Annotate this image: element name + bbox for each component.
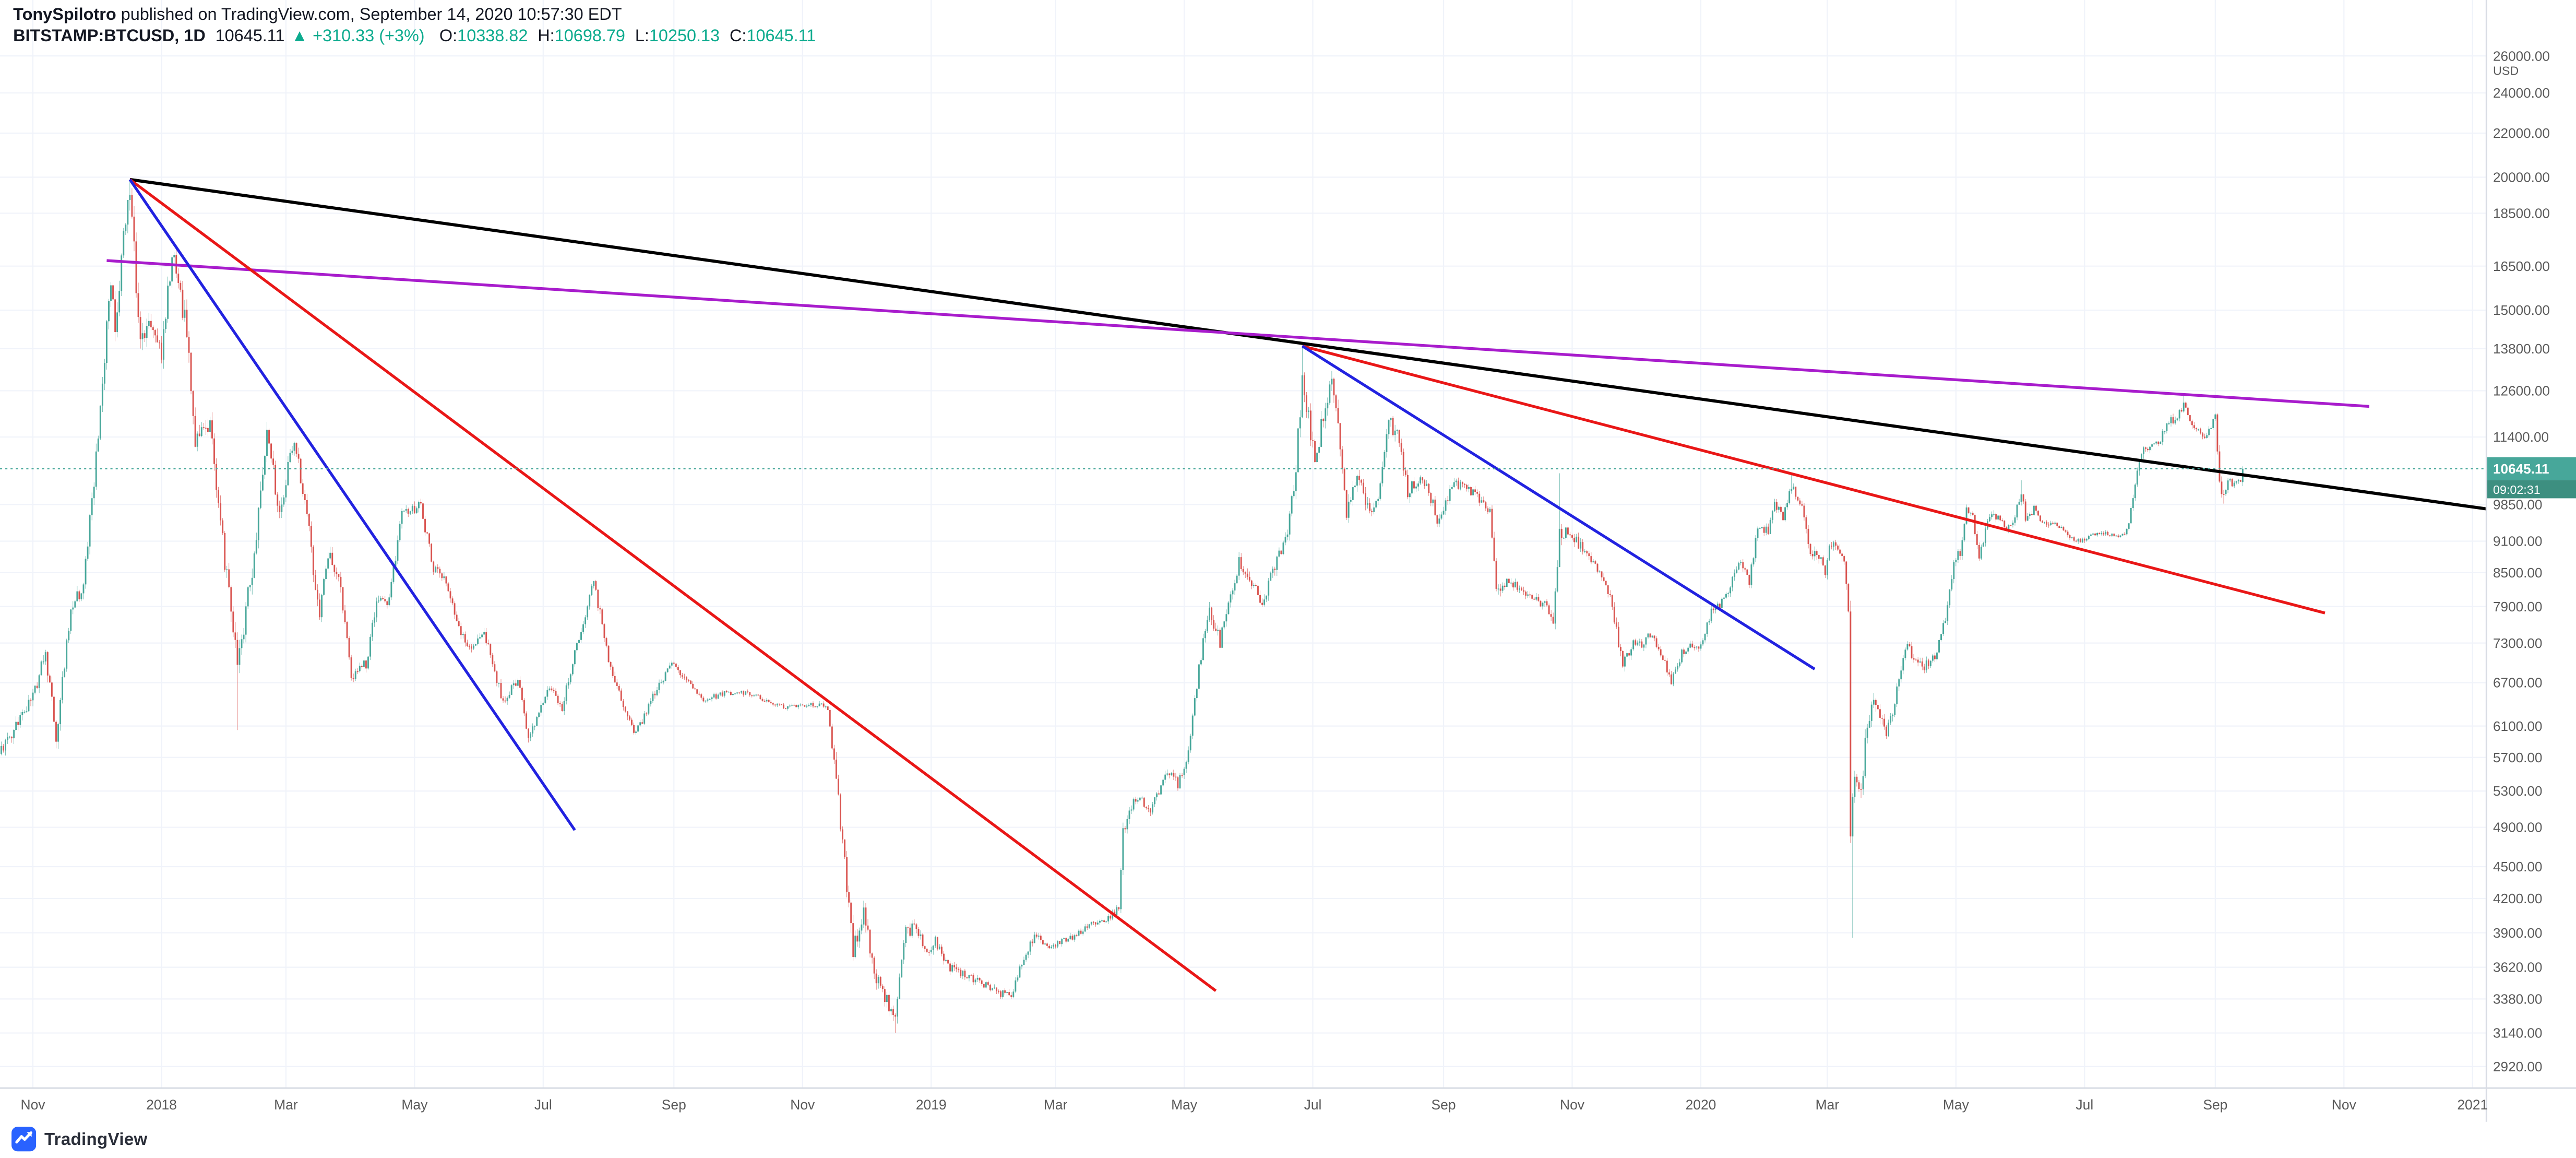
price-axis-label: 13800.00 <box>2493 341 2550 357</box>
candlestick-series[interactable] <box>0 180 2244 1033</box>
author-name: TonySpilotro <box>13 6 116 25</box>
time-axis-label: Nov <box>21 1097 46 1113</box>
time-axis-label: May <box>1943 1097 1970 1113</box>
symbol-title: BITSTAMP:BTCUSD, 1D <box>13 28 206 46</box>
price-axis-label: 24000.00 <box>2493 85 2550 101</box>
time-scale[interactable]: Nov 2018 Mar May Jul Sep Nov 2019 Mar May Jul Sep No… <box>21 1097 2488 1113</box>
price-axis-label: 6700.00 <box>2493 675 2542 691</box>
time-axis-label: Nov <box>790 1097 815 1113</box>
trendlines <box>106 178 2507 992</box>
open-value: 10338.82 <box>457 28 528 46</box>
countdown-badge-text: 09:02:31 <box>2493 483 2541 497</box>
price-axis-label: 3900.00 <box>2493 925 2542 941</box>
price-axis-label: 3620.00 <box>2493 960 2542 975</box>
price-axis-label: 3380.00 <box>2493 991 2542 1007</box>
tradingview-logo[interactable]: TradingView <box>11 1127 148 1152</box>
time-axis-label: Jul <box>2076 1097 2093 1113</box>
price-axis-label: 12600.00 <box>2493 383 2550 399</box>
price-axis-label: 6100.00 <box>2493 718 2542 734</box>
price-axis-label: 7900.00 <box>2493 599 2542 615</box>
price-axis-label: 7300.00 <box>2493 635 2542 651</box>
price-axis-label: 8500.00 <box>2493 565 2542 581</box>
high-label: H: <box>538 28 555 46</box>
price-axis-label: 3140.00 <box>2493 1025 2542 1041</box>
tradingview-icon <box>11 1127 37 1152</box>
red-trendline-1[interactable] <box>129 178 1217 992</box>
time-axis-label: Sep <box>662 1097 686 1113</box>
time-axis-label: Nov <box>1560 1097 1585 1113</box>
brand-name: TradingView <box>44 1129 148 1149</box>
price-axis-label: 15000.00 <box>2493 302 2550 318</box>
price-axis-label: 20000.00 <box>2493 170 2550 185</box>
price-axis-label: 22000.00 <box>2493 125 2550 141</box>
price-axis-label: 4200.00 <box>2493 891 2542 906</box>
publish-line: TonySpilotro published on TradingView.co… <box>13 5 826 26</box>
purple-trendline[interactable] <box>106 259 2369 408</box>
time-axis-label: Sep <box>2203 1097 2227 1113</box>
countdown-badge <box>2487 480 2576 499</box>
time-axis-label: 2018 <box>146 1097 177 1113</box>
black-trendline[interactable] <box>129 178 2507 512</box>
time-axis-label: Jul <box>1304 1097 1322 1113</box>
low-value: 10250.13 <box>649 28 720 46</box>
time-axis-label: Mar <box>1816 1097 1840 1113</box>
close-value: 10645.11 <box>746 28 816 46</box>
low-label: L: <box>635 28 649 46</box>
time-axis-label: May <box>1171 1097 1198 1113</box>
time-axis-label: Sep <box>1432 1097 1456 1113</box>
red-trendline-2[interactable] <box>1302 345 2325 615</box>
close-label: C: <box>729 28 747 46</box>
open-label: O: <box>439 28 458 46</box>
price-axis-label: 4900.00 <box>2493 820 2542 835</box>
price-axis-label: 5300.00 <box>2493 783 2542 799</box>
price-change: ▲ +310.33 (+3%) <box>291 28 425 46</box>
current-price-badge-text: 10645.11 <box>2493 461 2549 477</box>
price-axis-unit: USD <box>2493 64 2519 77</box>
last-price: 10645.11 <box>215 28 285 46</box>
time-axis-label: 2021 <box>2457 1097 2488 1113</box>
high-value: 10698.79 <box>554 28 625 46</box>
price-axis-label: 9100.00 <box>2493 534 2542 549</box>
time-axis-label: 2020 <box>1686 1097 1716 1113</box>
current-price-badge <box>2487 457 2576 480</box>
symbol-line: BITSTAMP:BTCUSD, 1D 10645.11 ▲ +310.33 (+3… <box>13 26 826 48</box>
price-axis-label: 2920.00 <box>2493 1059 2542 1074</box>
blue-trendline-1[interactable] <box>128 179 576 831</box>
time-axis-label: Jul <box>534 1097 552 1113</box>
price-axis-label: 18500.00 <box>2493 206 2550 221</box>
time-axis-label: 2019 <box>916 1097 947 1113</box>
price-axis-label: 11400.00 <box>2493 429 2549 445</box>
time-axis-label: May <box>401 1097 428 1113</box>
price-axis-label: 4500.00 <box>2493 859 2542 875</box>
price-axis-label: 26000.00 <box>2493 48 2550 64</box>
time-axis-label: Mar <box>274 1097 298 1113</box>
publish-header: TonySpilotro published on TradingView.co… <box>13 5 826 48</box>
publish-info: published on TradingView.com, September … <box>116 6 622 25</box>
price-scale[interactable]: 26000.00 24000.00 22000.00 20000.00 18500.00… <box>2487 48 2576 1074</box>
blue-trendline-2[interactable] <box>1301 345 1816 670</box>
price-axis-label: 9850.00 <box>2493 497 2542 513</box>
grid <box>0 0 2486 1088</box>
time-axis-label: Mar <box>1044 1097 1068 1113</box>
price-axis-label: 16500.00 <box>2493 258 2550 274</box>
price-axis-label: 5700.00 <box>2493 750 2542 765</box>
time-axis-label: Nov <box>2332 1097 2357 1113</box>
